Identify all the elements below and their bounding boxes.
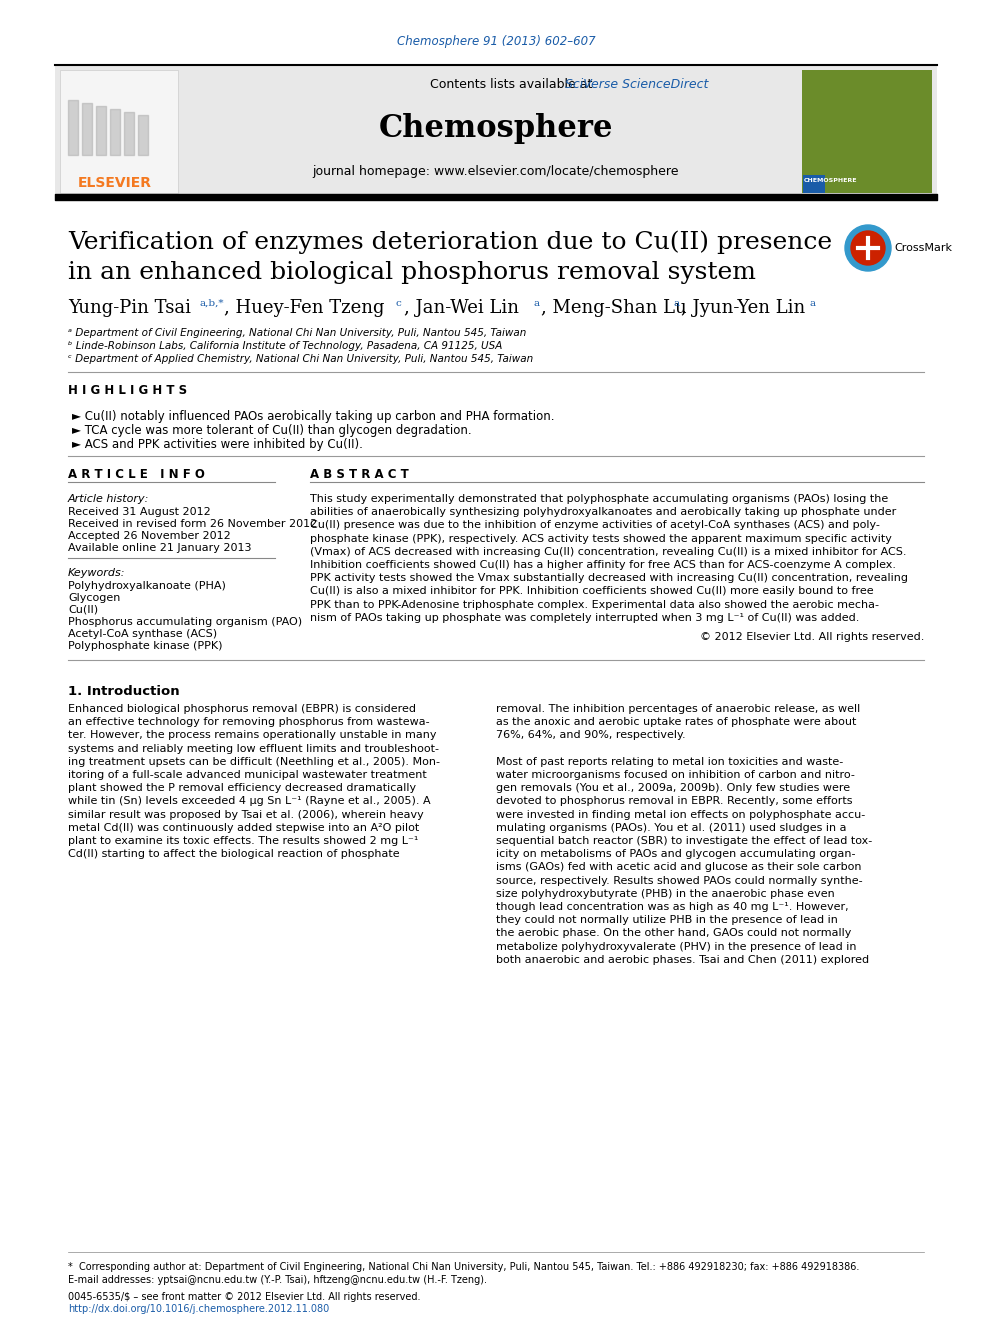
Text: ᵇ Linde-Robinson Labs, California Institute of Technology, Pasadena, CA 91125, U: ᵇ Linde-Robinson Labs, California Instit… xyxy=(68,341,502,351)
Text: Chemosphere 91 (2013) 602–607: Chemosphere 91 (2013) 602–607 xyxy=(397,36,595,49)
Text: © 2012 Elsevier Ltd. All rights reserved.: © 2012 Elsevier Ltd. All rights reserved… xyxy=(699,632,924,642)
Text: Cu(II) presence was due to the inhibition of enzyme activities of acetyl-CoA syn: Cu(II) presence was due to the inhibitio… xyxy=(310,520,880,531)
Text: 0045-6535/$ – see front matter © 2012 Elsevier Ltd. All rights reserved.: 0045-6535/$ – see front matter © 2012 El… xyxy=(68,1293,421,1302)
Text: ► Cu(II) notably influenced PAOs aerobically taking up carbon and PHA formation.: ► Cu(II) notably influenced PAOs aerobic… xyxy=(72,410,555,423)
Text: icity on metabolisms of PAOs and glycogen accumulating organ-: icity on metabolisms of PAOs and glycoge… xyxy=(496,849,855,859)
Text: abilities of anaerobically synthesizing polyhydroxyalkanoates and aerobically ta: abilities of anaerobically synthesizing … xyxy=(310,507,896,517)
Text: metal Cd(II) was continuously added stepwise into an A²O pilot: metal Cd(II) was continuously added step… xyxy=(68,823,420,832)
Text: c: c xyxy=(396,299,402,307)
Text: though lead concentration was as high as 40 mg L⁻¹. However,: though lead concentration was as high as… xyxy=(496,902,848,912)
Text: E-mail addresses: yptsai@ncnu.edu.tw (Y.-P. Tsai), hftzeng@ncnu.edu.tw (H.-F. Tz: E-mail addresses: yptsai@ncnu.edu.tw (Y.… xyxy=(68,1275,487,1285)
Text: CrossMark: CrossMark xyxy=(894,243,952,253)
Text: Verification of enzymes deterioration due to Cu(II) presence: Verification of enzymes deterioration du… xyxy=(68,230,832,254)
Text: Received in revised form 26 November 2012: Received in revised form 26 November 201… xyxy=(68,519,317,529)
Text: ter. However, the process remains operationally unstable in many: ter. However, the process remains operat… xyxy=(68,730,436,741)
Text: Glycogen: Glycogen xyxy=(68,593,120,603)
Circle shape xyxy=(845,225,891,271)
Text: removal. The inhibition percentages of anaerobic release, as well: removal. The inhibition percentages of a… xyxy=(496,704,860,714)
Text: metabolize polyhydroxyvalerate (PHV) in the presence of lead in: metabolize polyhydroxyvalerate (PHV) in … xyxy=(496,942,856,951)
Text: , Huey-Fen Tzeng: , Huey-Fen Tzeng xyxy=(224,299,385,318)
Text: they could not normally utilize PHB in the presence of lead in: they could not normally utilize PHB in t… xyxy=(496,916,838,925)
Text: a: a xyxy=(810,299,816,307)
Text: nism of PAOs taking up phosphate was completely interrupted when 3 mg L⁻¹ of Cu(: nism of PAOs taking up phosphate was com… xyxy=(310,613,859,623)
Text: devoted to phosphorus removal in EBPR. Recently, some efforts: devoted to phosphorus removal in EBPR. R… xyxy=(496,796,852,807)
Text: A B S T R A C T: A B S T R A C T xyxy=(310,468,409,482)
Text: ᶜ Department of Applied Chemistry, National Chi Nan University, Puli, Nantou 545: ᶜ Department of Applied Chemistry, Natio… xyxy=(68,355,534,364)
Text: (Vmax) of ACS decreased with increasing Cu(II) concentration, revealing Cu(II) i: (Vmax) of ACS decreased with increasing … xyxy=(310,546,907,557)
Text: Cu(II) is also a mixed inhibitor for PPK. Inhibition coefficients showed Cu(II) : Cu(II) is also a mixed inhibitor for PPK… xyxy=(310,586,874,597)
Text: SciVerse ScienceDirect: SciVerse ScienceDirect xyxy=(565,78,708,90)
Text: Polyphosphate kinase (PPK): Polyphosphate kinase (PPK) xyxy=(68,642,222,651)
Text: 76%, 64%, and 90%, respectively.: 76%, 64%, and 90%, respectively. xyxy=(496,730,685,741)
Text: H I G H L I G H T S: H I G H L I G H T S xyxy=(68,384,187,397)
Text: A R T I C L E   I N F O: A R T I C L E I N F O xyxy=(68,468,205,482)
Text: similar result was proposed by Tsai et al. (2006), wherein heavy: similar result was proposed by Tsai et a… xyxy=(68,810,424,820)
Text: a: a xyxy=(673,299,680,307)
Text: ► ACS and PPK activities were inhibited by Cu(II).: ► ACS and PPK activities were inhibited … xyxy=(72,438,363,451)
Text: Acetyl-CoA synthase (ACS): Acetyl-CoA synthase (ACS) xyxy=(68,628,217,639)
Text: ELSEVIER: ELSEVIER xyxy=(78,176,152,191)
Text: the aerobic phase. On the other hand, GAOs could not normally: the aerobic phase. On the other hand, GA… xyxy=(496,929,851,938)
Text: an effective technology for removing phosphorus from wastewa-: an effective technology for removing pho… xyxy=(68,717,430,728)
Text: Cu(II): Cu(II) xyxy=(68,605,98,615)
Text: a: a xyxy=(533,299,539,307)
Text: itoring of a full-scale advanced municipal wastewater treatment: itoring of a full-scale advanced municip… xyxy=(68,770,427,781)
FancyBboxPatch shape xyxy=(803,175,825,193)
Text: gen removals (You et al., 2009a, 2009b). Only few studies were: gen removals (You et al., 2009a, 2009b).… xyxy=(496,783,850,794)
Text: Most of past reports relating to metal ion toxicities and waste-: Most of past reports relating to metal i… xyxy=(496,757,843,767)
FancyBboxPatch shape xyxy=(60,70,178,193)
Text: PPK than to PPK-Adenosine triphosphate complex. Experimental data also showed th: PPK than to PPK-Adenosine triphosphate c… xyxy=(310,599,879,610)
Text: Yung-Pin Tsai: Yung-Pin Tsai xyxy=(68,299,191,318)
Text: source, respectively. Results showed PAOs could normally synthe-: source, respectively. Results showed PAO… xyxy=(496,876,863,885)
Text: Received 31 August 2012: Received 31 August 2012 xyxy=(68,507,210,517)
Text: systems and reliably meeting low effluent limits and troubleshoot-: systems and reliably meeting low effluen… xyxy=(68,744,439,754)
Text: journal homepage: www.elsevier.com/locate/chemosphere: journal homepage: www.elsevier.com/locat… xyxy=(312,165,680,179)
Text: plant showed the P removal efficiency decreased dramatically: plant showed the P removal efficiency de… xyxy=(68,783,416,794)
Text: ᵃ Department of Civil Engineering, National Chi Nan University, Puli, Nantou 545: ᵃ Department of Civil Engineering, Natio… xyxy=(68,328,527,337)
Text: *  Corresponding author at: Department of Civil Engineering, National Chi Nan Un: * Corresponding author at: Department of… xyxy=(68,1262,859,1271)
Text: Chemosphere: Chemosphere xyxy=(379,112,613,143)
Text: size polyhydroxybutyrate (PHB) in the anaerobic phase even: size polyhydroxybutyrate (PHB) in the an… xyxy=(496,889,834,898)
Text: plant to examine its toxic effects. The results showed 2 mg L⁻¹: plant to examine its toxic effects. The … xyxy=(68,836,419,845)
Circle shape xyxy=(851,232,885,265)
Text: while tin (Sn) levels exceeded 4 μg Sn L⁻¹ (Rayne et al., 2005). A: while tin (Sn) levels exceeded 4 μg Sn L… xyxy=(68,796,431,807)
Text: Contents lists available at: Contents lists available at xyxy=(430,78,596,90)
Text: both anaerobic and aerobic phases. Tsai and Chen (2011) explored: both anaerobic and aerobic phases. Tsai … xyxy=(496,955,869,964)
Text: CHEMOSPHERE: CHEMOSPHERE xyxy=(804,177,857,183)
Text: 1. Introduction: 1. Introduction xyxy=(68,685,180,699)
FancyBboxPatch shape xyxy=(802,70,932,193)
Text: as the anoxic and aerobic uptake rates of phosphate were about: as the anoxic and aerobic uptake rates o… xyxy=(496,717,856,728)
Text: ► TCA cycle was more tolerant of Cu(II) than glycogen degradation.: ► TCA cycle was more tolerant of Cu(II) … xyxy=(72,423,471,437)
Text: This study experimentally demonstrated that polyphosphate accumulating organisms: This study experimentally demonstrated t… xyxy=(310,493,888,504)
Text: , Jan-Wei Lin: , Jan-Wei Lin xyxy=(404,299,519,318)
Text: were invested in finding metal ion effects on polyphosphate accu-: were invested in finding metal ion effec… xyxy=(496,810,865,820)
Text: Enhanced biological phosphorus removal (EBPR) is considered: Enhanced biological phosphorus removal (… xyxy=(68,704,416,714)
Text: phosphate kinase (PPK), respectively. ACS activity tests showed the apparent max: phosphate kinase (PPK), respectively. AC… xyxy=(310,533,892,544)
Text: Accepted 26 November 2012: Accepted 26 November 2012 xyxy=(68,531,231,541)
Text: , Jyun-Yen Lin: , Jyun-Yen Lin xyxy=(681,299,806,318)
Text: a,b,*: a,b,* xyxy=(200,299,224,307)
Text: PPK activity tests showed the Vmax substantially decreased with increasing Cu(II: PPK activity tests showed the Vmax subst… xyxy=(310,573,908,583)
Text: Keywords:: Keywords: xyxy=(68,568,126,578)
Text: Cd(II) starting to affect the biological reaction of phosphate: Cd(II) starting to affect the biological… xyxy=(68,849,400,859)
Text: ing treatment upsets can be difficult (Neethling et al., 2005). Mon-: ing treatment upsets can be difficult (N… xyxy=(68,757,440,767)
Text: Phosphorus accumulating organism (PAO): Phosphorus accumulating organism (PAO) xyxy=(68,617,303,627)
Text: isms (GAOs) fed with acetic acid and glucose as their sole carbon: isms (GAOs) fed with acetic acid and glu… xyxy=(496,863,861,872)
Text: http://dx.doi.org/10.1016/j.chemosphere.2012.11.080: http://dx.doi.org/10.1016/j.chemosphere.… xyxy=(68,1304,329,1314)
Text: in an enhanced biological phosphorus removal system: in an enhanced biological phosphorus rem… xyxy=(68,261,756,283)
Text: Inhibition coefficients showed Cu(II) has a higher affinity for free ACS than fo: Inhibition coefficients showed Cu(II) ha… xyxy=(310,560,896,570)
Text: Polyhydroxyalkanoate (PHA): Polyhydroxyalkanoate (PHA) xyxy=(68,581,226,591)
Text: sequential batch reactor (SBR) to investigate the effect of lead tox-: sequential batch reactor (SBR) to invest… xyxy=(496,836,872,845)
FancyBboxPatch shape xyxy=(55,65,937,194)
Text: Article history:: Article history: xyxy=(68,493,150,504)
Text: , Meng-Shan Lu: , Meng-Shan Lu xyxy=(541,299,686,318)
Text: mulating organisms (PAOs). You et al. (2011) used sludges in a: mulating organisms (PAOs). You et al. (2… xyxy=(496,823,846,832)
Text: Available online 21 January 2013: Available online 21 January 2013 xyxy=(68,542,252,553)
Text: water microorganisms focused on inhibition of carbon and nitro-: water microorganisms focused on inhibiti… xyxy=(496,770,855,781)
